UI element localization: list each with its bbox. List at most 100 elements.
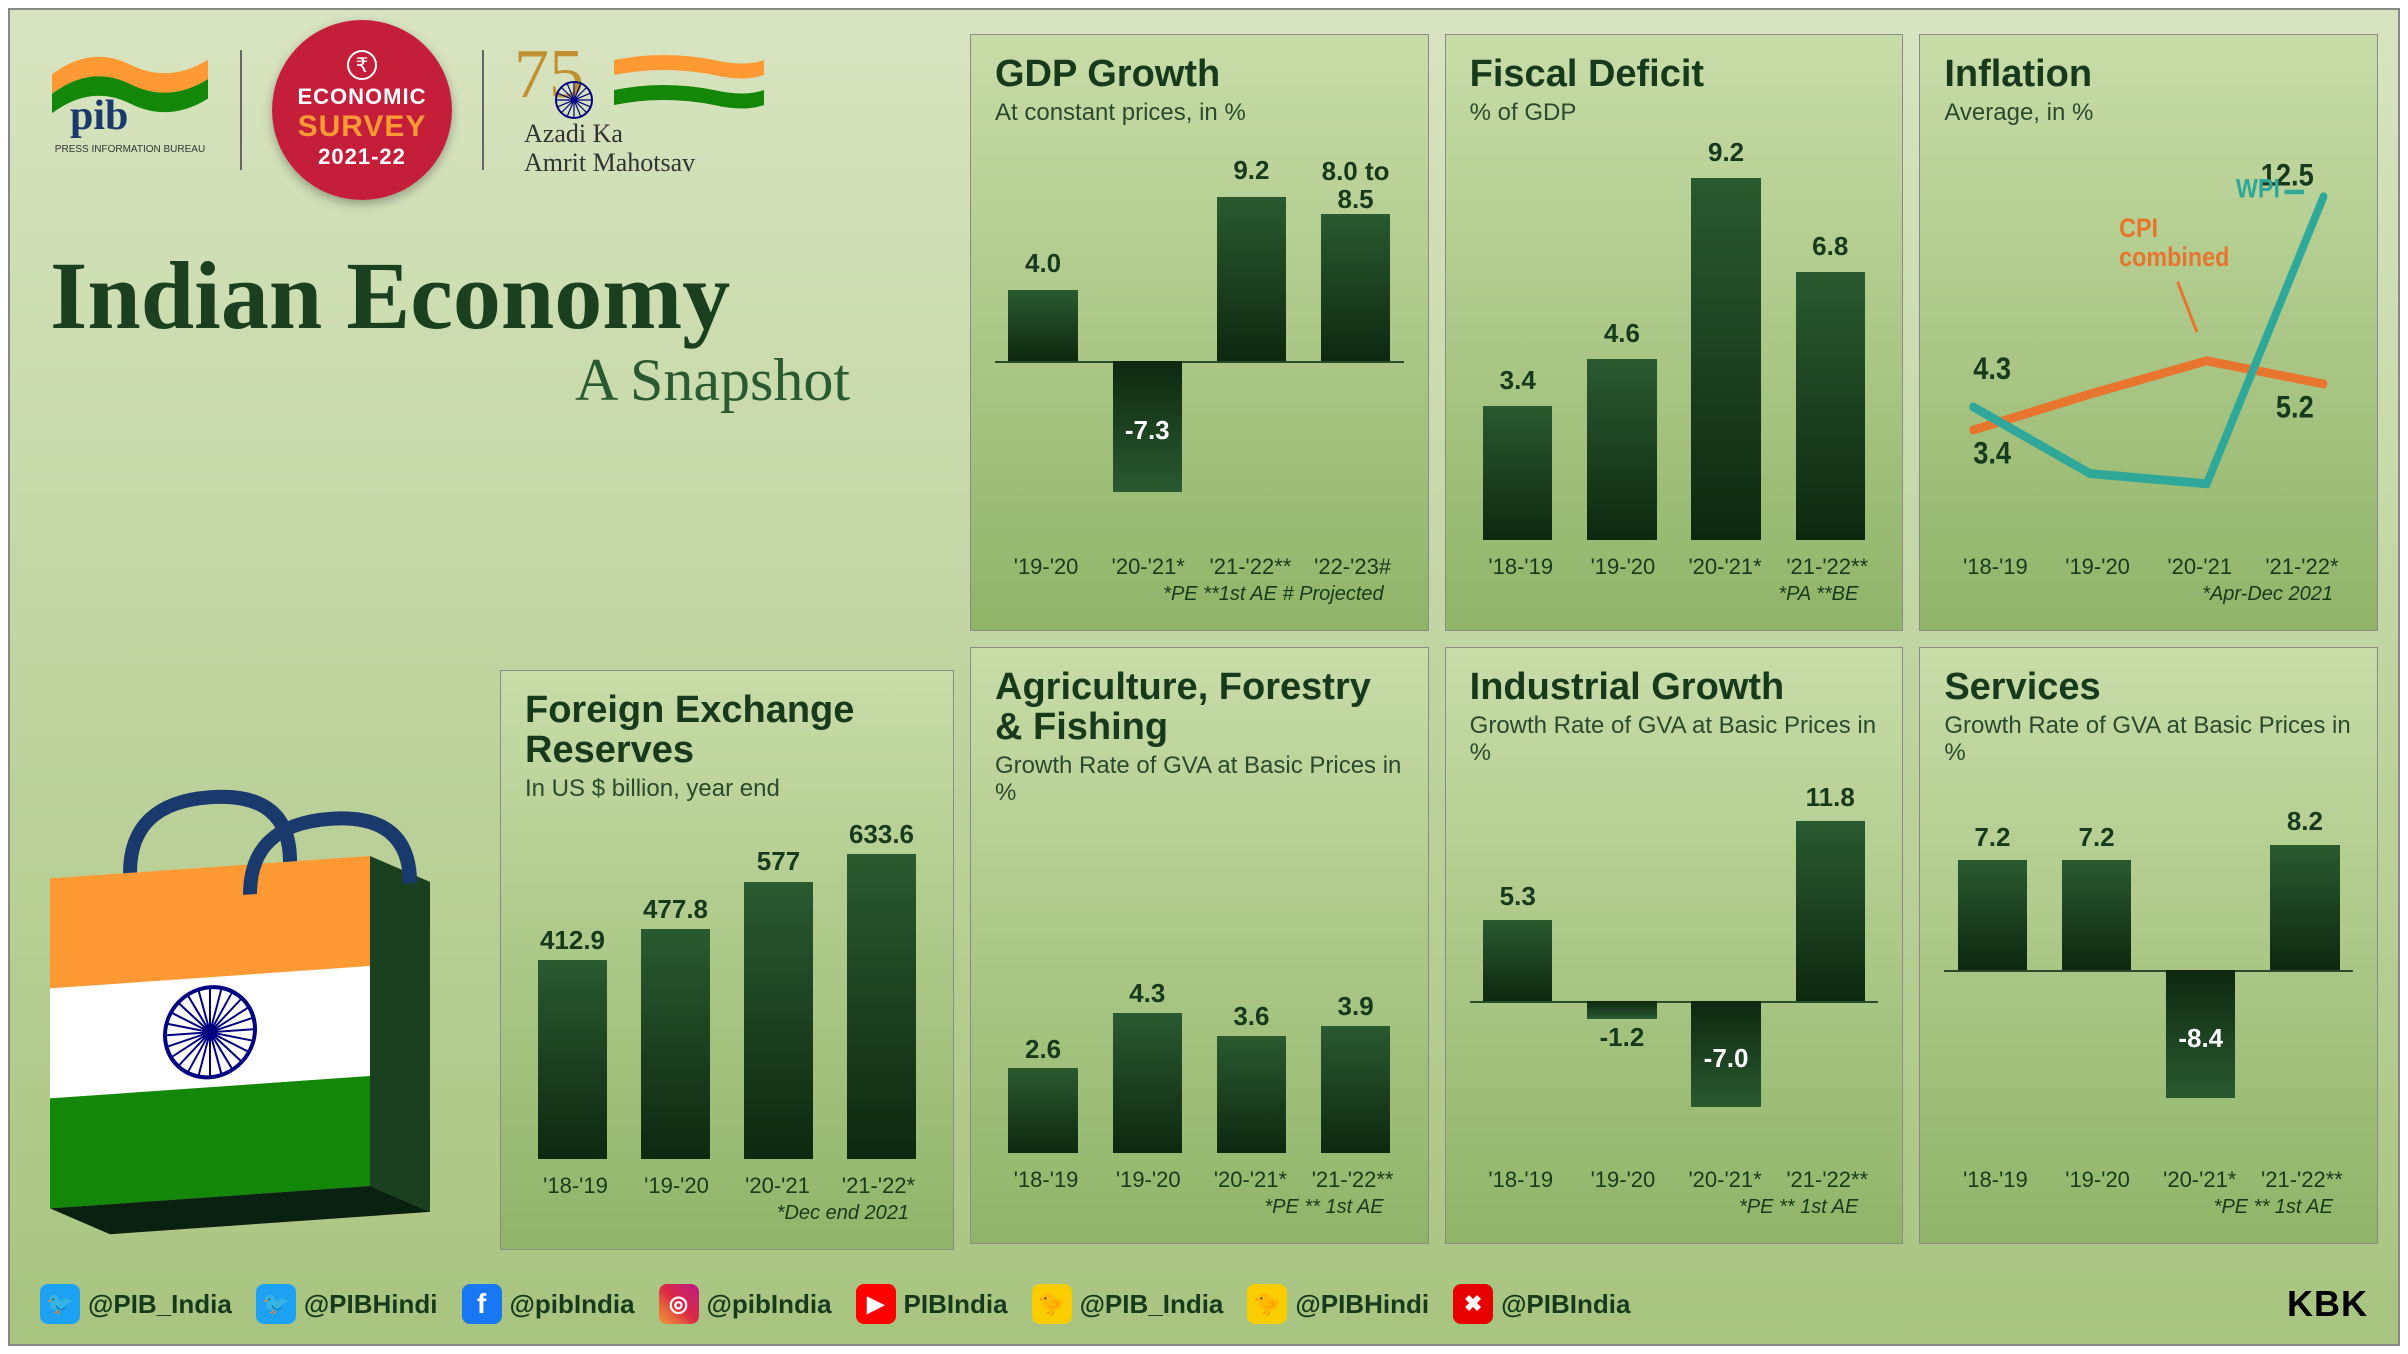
bar-column: 7.2 [1944,787,2040,1153]
twitter-icon: 🐦 [40,1284,80,1324]
panel-footnote: *PE **1st AE # Projected [1163,583,1384,606]
header-area: pib PRESS INFORMATION BUREAU ₹ ECONOMIC … [50,30,930,650]
title-line2: A Snapshot [50,346,930,415]
koo-icon: 🐤 [1247,1284,1287,1324]
social-handle: @pibIndia [510,1289,635,1320]
social-handle: @PIBIndia [1501,1289,1630,1320]
instagram-icon: ◎ [659,1284,699,1324]
panel-title: Industrial Growth [1470,668,1879,708]
x-label: '21-'22* [828,1173,929,1199]
logo-row: pib PRESS INFORMATION BUREAU ₹ ECONOMIC … [50,30,930,190]
social-link[interactable]: f@pibIndia [462,1284,635,1324]
bar-column: -7.0 [1678,787,1774,1153]
chart-area: 5.3-1.2-7.011.8'18-'19'19-'20'20-'21*'21… [1470,777,1879,1223]
panel-fiscal: Fiscal Deficit% of GDP3.44.69.26.8'18-'1… [1445,34,1904,631]
panel-industrial: Industrial GrowthGrowth Rate of GVA at B… [1445,647,1904,1244]
bar-value-label: 4.0 [1025,250,1061,277]
bar-negative [1587,1001,1656,1019]
social-link[interactable]: 🐦@PIBHindi [256,1284,438,1324]
social-handle: @pibIndia [707,1289,832,1320]
series-name-label: WPI [2236,175,2280,205]
panel-subtitle: Growth Rate of GVA at Basic Prices in % [1944,712,2353,767]
x-label: '21-'22* [2251,554,2353,580]
azadi-logo: 75 Azadi Ka Amrit Mahot [514,45,774,175]
bar-column: 477.8 [628,822,723,1159]
bars-container: 4.0 -7.3 9.2 8.0 to 8.5 [995,146,1404,540]
social-link[interactable]: 🐤@PIB_India [1032,1284,1224,1324]
rupee-icon: ₹ [347,50,377,80]
bar-value-label: 9.2 [1708,139,1744,166]
social-link[interactable]: ✖@PIBIndia [1453,1284,1630,1324]
bar [1217,197,1286,362]
chart-area: 4.33.412.55.2WPICPIcombined'18-'19'19-'2… [1944,136,2353,610]
bar [2062,860,2131,970]
line-point-label: 4.3 [1974,352,2012,387]
social-link[interactable]: 🐦@PIB_India [40,1284,232,1324]
bar-column: 6.8 [1782,146,1878,540]
bar-column: 9.2 [1203,146,1299,540]
bars-container: 7.27.2-8.48.2 [1944,787,2353,1153]
chart-area: 2.64.33.63.9'18-'19'19-'20'20-'21*'21-'2… [995,817,1404,1223]
panel-title: Fiscal Deficit [1470,55,1879,95]
bar-column: -7.3 [1099,146,1195,540]
youtube-icon: ▶ [856,1284,896,1324]
bar [1483,920,1552,1001]
bar-column: 3.6 [1203,827,1299,1153]
bar-value-label: 412.9 [540,927,605,954]
logo-divider [240,50,242,170]
panel-footnote: *PE ** 1st AE [2214,1196,2333,1219]
bar-value-label: 4.3 [1129,980,1165,1007]
azadi-text: Azadi Ka Amrit Mahotsav [524,120,695,177]
bar-value-label: 7.2 [2079,824,2115,851]
bar-value-label: 8.0 to 8.5 [1322,158,1390,213]
bar-column: 11.8 [1782,787,1878,1153]
x-label: '21-'22** [1776,554,1878,580]
panel-footnote: *Apr-Dec 2021 [2202,583,2333,606]
line-point-label: 3.4 [1974,436,2012,471]
bar [1113,1013,1182,1153]
chart-area: 3.44.69.26.8'18-'19'19-'20'20-'21*'21-'2… [1470,136,1879,610]
bar-column: 7.2 [2049,787,2145,1153]
x-label: '19-'20 [1097,1167,1199,1193]
x-label: '19-'20 [1572,1167,1674,1193]
x-label: '18-'19 [1470,1167,1572,1193]
social-link[interactable]: 🐤@PIBHindi [1247,1284,1429,1324]
bar [2270,845,2339,970]
title-line1: Indian Economy [50,240,930,351]
bar-value-label: 4.6 [1604,320,1640,347]
panel-title: GDP Growth [995,55,1404,95]
survey-line1: ECONOMIC [298,84,427,110]
bar-column: 4.6 [1574,146,1670,540]
social-handle: @PIBHindi [304,1289,438,1320]
x-axis-labels: '18-'19'19-'20'20-'21'21-'22* [525,1173,929,1199]
bar [1217,1036,1286,1153]
logo-divider [482,50,484,170]
x-label: '18-'19 [1470,554,1572,580]
chart-area: 4.0-7.39.28.0 to 8.5'19-'20'20-'21*'21-'… [995,136,1404,610]
x-label: '21-'22** [1199,554,1301,580]
panel-title: Services [1944,668,2353,708]
bar-column: 5.3 [1470,787,1566,1153]
panel-subtitle: At constant prices, in % [995,99,1404,127]
bar-column: 2.6 [995,827,1091,1153]
line-chart-svg: 4.33.412.55.2WPICPIcombined [1944,136,2353,540]
panel-footnote: *PA **BE [1778,583,1858,606]
bar [1008,290,1077,362]
bar [1008,1068,1077,1153]
chart-area: 412.9477.8577633.6'18-'19'19-'20'20-'21'… [525,812,929,1229]
social-link[interactable]: ◎ @pibIndia [659,1284,832,1324]
x-label: '19-'20 [995,554,1097,580]
x-label: '21-'22** [2251,1167,2353,1193]
x-label: '20-'21* [1199,1167,1301,1193]
survey-line2: SURVEY [298,110,427,144]
social-link[interactable]: ▶PIBIndia [856,1284,1008,1324]
panel-footnote: *PE ** 1st AE [1739,1196,1858,1219]
panel-agri: Agriculture, Forestry & FishingGrowth Ra… [970,647,1429,1244]
economic-survey-badge: ₹ ECONOMIC SURVEY 2021-22 [272,20,452,200]
series-name-label: combined [2119,243,2229,273]
bar-value-label: 477.8 [643,896,708,923]
panel-subtitle: In US $ billion, year end [525,775,929,803]
bar-value-label: 9.2 [1233,157,1269,184]
bar-value-label: 7.2 [1974,824,2010,851]
x-label: '18-'19 [995,1167,1097,1193]
